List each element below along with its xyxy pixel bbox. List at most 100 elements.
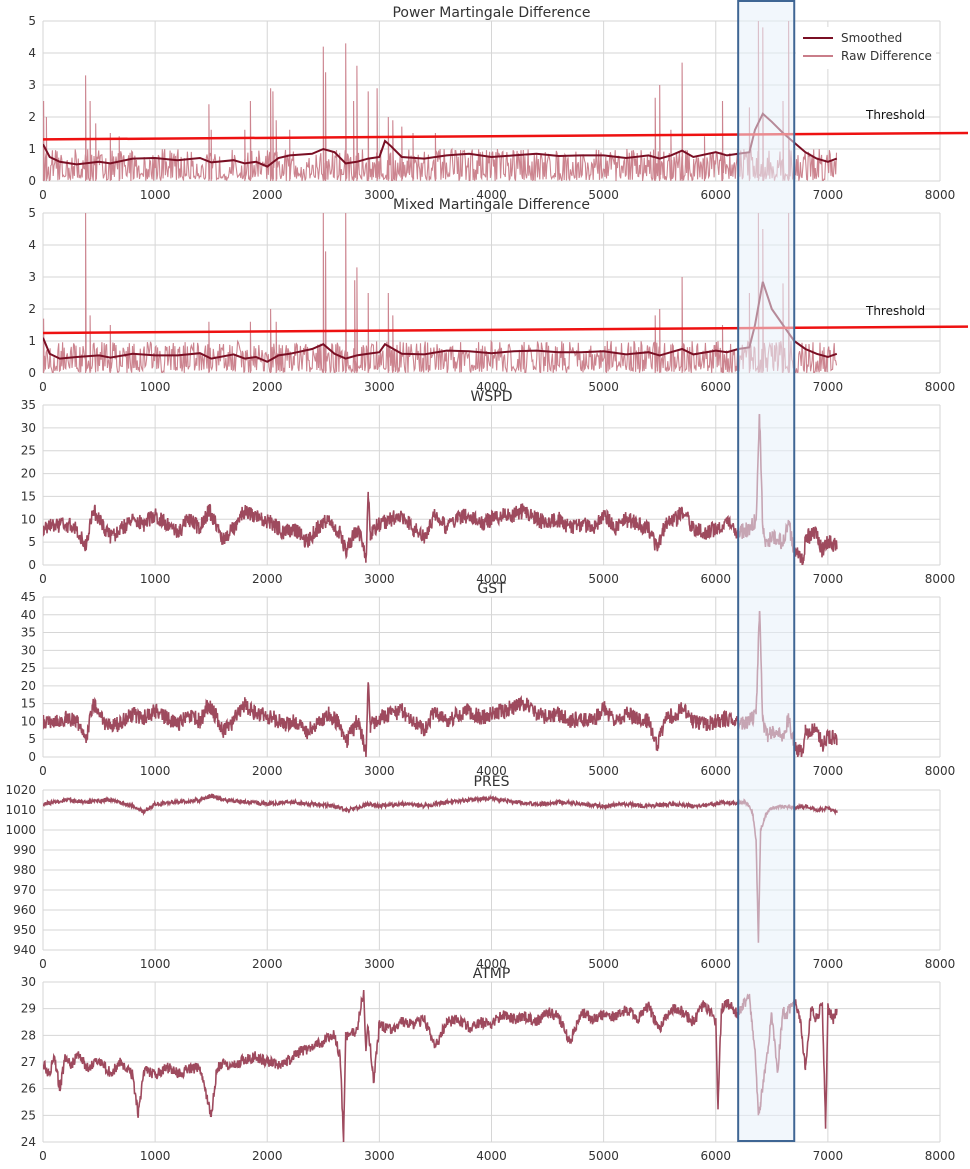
series-raw-difference: [43, 21, 838, 181]
y-tick-label: 27: [21, 1055, 36, 1069]
plot-area: [43, 793, 838, 943]
x-tick-label: 0: [39, 380, 47, 394]
y-tick-label: 30: [21, 643, 36, 657]
y-tick-label: 35: [21, 398, 36, 412]
y-tick-label: 5: [28, 732, 36, 746]
x-tick-label: 6000: [700, 1149, 731, 1163]
y-tick-label: 0: [28, 750, 36, 764]
x-tick-label: 8000: [925, 380, 956, 394]
x-tick-label: 3000: [364, 1149, 395, 1163]
y-tick-label: 950: [13, 923, 36, 937]
x-tick-label: 4000: [476, 380, 507, 394]
y-tick-label: 15: [21, 697, 36, 711]
y-tick-label: 0: [28, 174, 36, 188]
x-tick-label: 2000: [252, 188, 283, 202]
panel-mixed-martingale: Mixed Martingale Difference 0 1 2 3 4 5 0 1000 2…: [28, 197, 969, 394]
y-tick-label: 940: [13, 943, 36, 957]
x-tick-label: 6000: [700, 188, 731, 202]
y-tick-label: 960: [13, 903, 36, 917]
legend: Smoothed Raw Difference: [796, 27, 936, 69]
x-tick-label: 2000: [252, 572, 283, 586]
highlight-region: [737, 0, 796, 1142]
x-tick-label: 0: [39, 764, 47, 778]
y-tick-label: 0: [28, 558, 36, 572]
x-tick-label: 6000: [700, 380, 731, 394]
y-tick-label: 26: [21, 1082, 36, 1096]
x-tick-label: 8000: [925, 572, 956, 586]
x-tick-label: 1000: [140, 572, 171, 586]
panel-gst: GST 0 5 10 15 20 25 30 35 40 45 0 1000 2000 3000 4000 5…: [21, 581, 956, 778]
y-tick-label: 20: [21, 679, 36, 693]
x-tick-label: 1000: [140, 188, 171, 202]
x-tick-label: 4000: [476, 1149, 507, 1163]
y-tick-label: 15: [21, 489, 36, 503]
x-tick-label: 3000: [364, 764, 395, 778]
series-atmp: [43, 989, 838, 1142]
plot-area: [43, 413, 838, 565]
panel-wspd: WSPD 0 5 10 15 20 25 30 35 0 1000 2000 3000 4000 5000…: [21, 389, 956, 586]
x-tick-label: 2000: [252, 1149, 283, 1163]
y-tick-label: 28: [21, 1028, 36, 1042]
y-tick-label: 980: [13, 863, 36, 877]
x-tick-label: 5000: [588, 957, 619, 971]
y-tick-label: 25: [21, 1108, 36, 1122]
y-tick-label: 10: [21, 512, 36, 526]
x-tick-label: 8000: [925, 764, 956, 778]
chart-title: Mixed Martingale Difference: [393, 197, 590, 213]
y-tick-label: 40: [21, 608, 36, 622]
y-tick-label: 0: [28, 366, 36, 380]
y-tick-label: 3: [28, 78, 36, 92]
y-tick-label: 1020: [5, 783, 36, 797]
x-tick-label: 5000: [588, 764, 619, 778]
y-tick-label: 24: [21, 1135, 36, 1149]
y-tick-label: 970: [13, 883, 36, 897]
x-tick-label: 1000: [140, 764, 171, 778]
panel-pres: PRES 940 950 960 970 980 990 1000 1010 1020 0 1000…: [5, 774, 955, 971]
x-tick-label: 5000: [588, 188, 619, 202]
x-tick-label: 2000: [252, 957, 283, 971]
x-tick-label: 0: [39, 1149, 47, 1163]
x-tick-label: 7000: [813, 764, 844, 778]
y-tick-label: 1010: [5, 803, 36, 817]
y-tick-label: 20: [21, 467, 36, 481]
x-tick-label: 0: [39, 188, 47, 202]
chart-title: PRES: [474, 774, 510, 790]
legend-background: [796, 27, 936, 69]
x-tick-label: 6000: [700, 572, 731, 586]
legend-label-raw: Raw Difference: [841, 49, 932, 63]
y-tick-label: 25: [21, 444, 36, 458]
series-wspd: [43, 413, 838, 565]
y-tick-label: 2: [28, 302, 36, 316]
x-tick-label: 3000: [364, 957, 395, 971]
y-tick-label: 30: [21, 421, 36, 435]
x-tick-label: 3000: [364, 188, 395, 202]
y-tick-label: 2: [28, 110, 36, 124]
x-tick-label: 7000: [813, 188, 844, 202]
highlight-layer: [737, 0, 796, 1142]
x-tick-label: 4000: [476, 188, 507, 202]
x-tick-label: 0: [39, 572, 47, 586]
x-tick-label: 1000: [140, 380, 171, 394]
grid: [42, 789, 941, 951]
x-tick-label: 7000: [813, 1149, 844, 1163]
chart-title: Power Martingale Difference: [392, 5, 590, 21]
threshold-label: Threshold: [865, 108, 925, 122]
plot-area: [43, 213, 838, 373]
x-tick-label: 8000: [925, 1149, 956, 1163]
grid: [42, 20, 941, 182]
series-gst: [43, 610, 838, 757]
y-tick-label: 5: [28, 535, 36, 549]
x-tick-label: 3000: [364, 572, 395, 586]
plot-area: [43, 21, 838, 181]
panel-power-martingale: Power Martingale Difference 0 1 2 3 4 5 0 1000 2…: [28, 5, 969, 202]
y-tick-label: 10: [21, 714, 36, 728]
x-tick-label: 6000: [700, 957, 731, 971]
y-tick-label: 25: [21, 661, 36, 675]
y-tick-label: 4: [28, 46, 36, 60]
y-tick-label: 29: [21, 1002, 36, 1016]
y-tick-label: 990: [13, 843, 36, 857]
y-tick-label: 1000: [5, 823, 36, 837]
legend-label-smoothed: Smoothed: [841, 31, 902, 45]
x-tick-label: 2000: [252, 380, 283, 394]
